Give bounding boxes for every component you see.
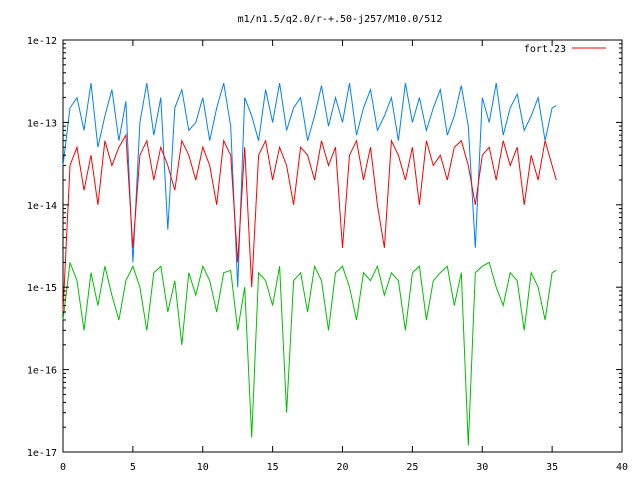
series-line-0 (62, 133, 557, 313)
legend: fort.23 (524, 44, 606, 55)
y-tick-label: 1e-12 (27, 36, 57, 47)
x-tick-label: 35 (546, 462, 558, 473)
y-tick-label: 1e-13 (27, 118, 57, 129)
axes-layer: 0 5 10 15 20 25 30 35 40 1e-17 1e-16 1e-15 1e-14 1e-1… (27, 36, 628, 473)
y-tick-label: 1e-15 (27, 283, 57, 294)
series-line-1 (62, 82, 557, 288)
x-tick-label: 15 (267, 462, 279, 473)
x-tick-label: 20 (336, 462, 348, 473)
y-tick-label: 1e-17 (27, 448, 57, 459)
x-tick-label: 10 (197, 462, 209, 473)
chart-title: m1/n1.5/q2.0/r-+.50-j257/M10.0/512 (238, 14, 443, 25)
x-tick-label: 40 (616, 462, 628, 473)
legend-label: fort.23 (524, 44, 566, 55)
series-line-2 (62, 261, 557, 446)
series-layer (62, 82, 557, 446)
x-tick-label: 0 (60, 462, 66, 473)
x-tick-label: 30 (476, 462, 488, 473)
y-tick-label: 1e-14 (27, 201, 57, 212)
y-tick-label: 1e-16 (27, 366, 57, 377)
x-tick-label: 25 (406, 462, 418, 473)
x-tick-label: 5 (130, 462, 136, 473)
